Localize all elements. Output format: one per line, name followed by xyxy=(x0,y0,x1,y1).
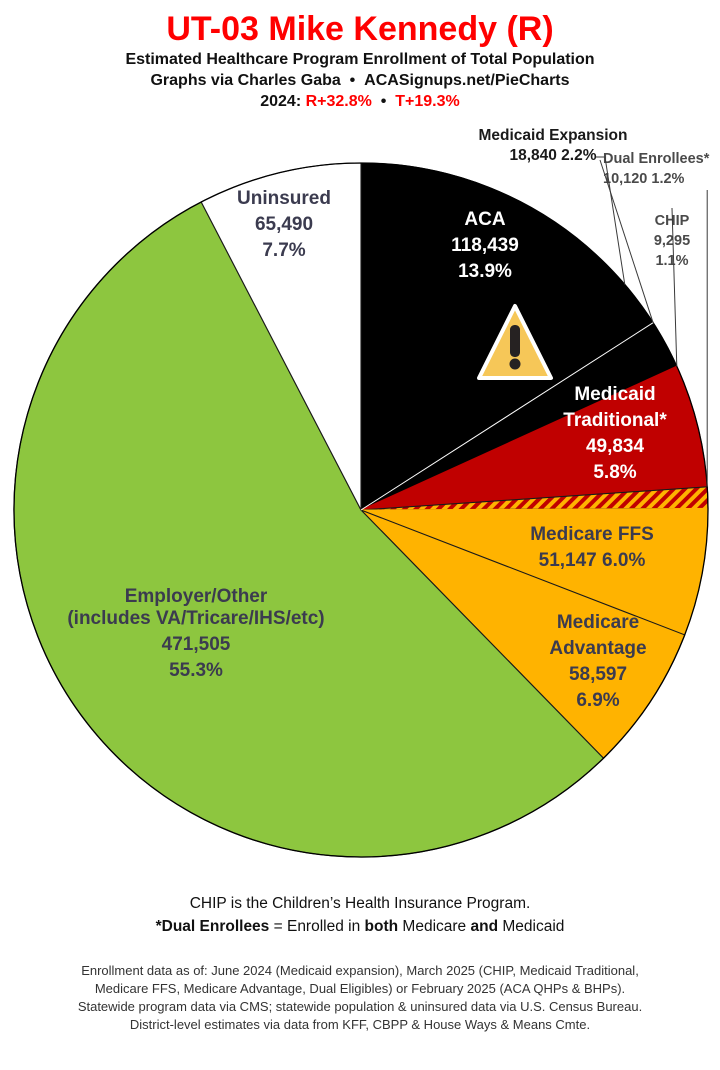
svg-text:1.1%: 1.1% xyxy=(655,253,688,269)
svg-text:9,295: 9,295 xyxy=(654,233,690,249)
svg-text:Medicare: Medicare xyxy=(557,612,639,633)
svg-text:10,120 1.2%: 10,120 1.2% xyxy=(603,171,685,187)
svg-text:(includes VA/Tricare/IHS/etc): (includes VA/Tricare/IHS/etc) xyxy=(67,608,324,629)
svg-text:Traditional*: Traditional* xyxy=(563,410,667,431)
svg-text:7.7%: 7.7% xyxy=(262,240,305,261)
svg-text:6.9%: 6.9% xyxy=(576,690,619,711)
svg-text:65,490: 65,490 xyxy=(255,214,313,235)
svg-text:13.9%: 13.9% xyxy=(458,261,512,282)
svg-text:118,439: 118,439 xyxy=(451,235,519,256)
svg-text:Employer/Other: Employer/Other xyxy=(125,586,268,607)
svg-text:55.3%: 55.3% xyxy=(169,660,223,681)
svg-text:Medicaid Expansion: Medicaid Expansion xyxy=(478,127,627,144)
svg-text:18,840 2.2%: 18,840 2.2% xyxy=(509,147,596,164)
svg-text:51,147 6.0%: 51,147 6.0% xyxy=(539,550,646,571)
svg-text:Advantage: Advantage xyxy=(549,638,646,659)
svg-text:Medicare FFS: Medicare FFS xyxy=(530,524,654,545)
svg-text:58,597: 58,597 xyxy=(569,664,627,685)
svg-text:5.8%: 5.8% xyxy=(593,462,636,483)
svg-text:Dual Enrollees*: Dual Enrollees* xyxy=(603,151,710,167)
svg-text:471,505: 471,505 xyxy=(162,634,231,655)
svg-text:Uninsured: Uninsured xyxy=(237,188,331,209)
svg-text:49,834: 49,834 xyxy=(586,436,645,457)
svg-text:Medicaid: Medicaid xyxy=(574,384,655,405)
svg-text:ACA: ACA xyxy=(464,209,505,230)
